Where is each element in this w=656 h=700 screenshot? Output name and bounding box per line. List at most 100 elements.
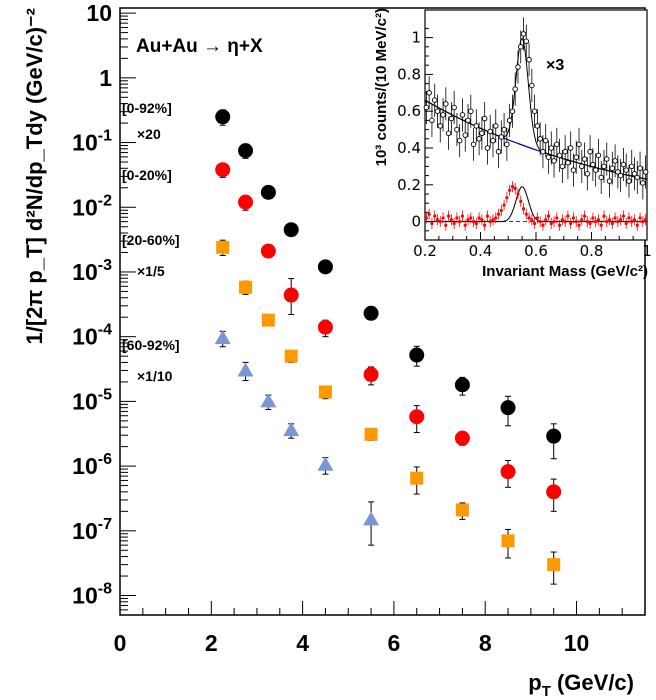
inset-point <box>524 212 528 216</box>
y-tick-label: 10-8 <box>72 581 112 609</box>
y-tick-label: 10-3 <box>72 257 112 285</box>
inset-point <box>598 174 604 181</box>
inset-point <box>449 218 453 222</box>
inset-point <box>599 223 603 227</box>
inset-y-tick-label: 0.6 <box>397 102 421 120</box>
data-point <box>283 422 300 437</box>
x-tick-label: 2 <box>205 630 218 656</box>
data-point <box>260 184 276 200</box>
inset-point <box>606 178 613 184</box>
inset-point <box>619 218 623 222</box>
inset-y-axis-title: 10³ counts/(10 MeV/c²) <box>373 8 390 166</box>
inset-point <box>585 220 589 224</box>
data-point <box>283 222 299 238</box>
inset-point <box>594 220 598 224</box>
data-point <box>500 400 516 416</box>
inset-point <box>487 128 493 135</box>
data-point <box>409 347 425 363</box>
inset-x-tick-label: 1 <box>642 242 652 260</box>
series-label: ×20 <box>137 126 161 142</box>
inset-point <box>477 216 481 220</box>
inset-point <box>488 220 492 224</box>
inset-point <box>471 220 476 224</box>
inset-point <box>552 220 556 224</box>
inset-point <box>533 221 537 226</box>
inset-point <box>452 221 456 226</box>
inset-point <box>517 44 524 50</box>
inset-point <box>496 212 501 216</box>
data-point <box>546 428 562 444</box>
inset-point <box>570 167 577 173</box>
data-point <box>546 484 562 500</box>
x-tick-label: 4 <box>296 630 309 656</box>
inset-point <box>540 148 546 155</box>
inset-point <box>628 163 635 170</box>
inset-point <box>612 158 618 164</box>
inset-point <box>504 141 510 148</box>
inset-point <box>590 161 596 168</box>
inset-scale-annotation: ×3 <box>546 57 564 74</box>
inset-point <box>601 163 607 170</box>
data-point <box>318 385 332 399</box>
inset-point <box>451 104 457 111</box>
inset-x-tick-label: 0.4 <box>469 242 493 260</box>
inset-point <box>546 214 551 218</box>
inset-point <box>638 216 642 220</box>
inset-point <box>641 220 645 224</box>
inset-point <box>440 112 446 118</box>
inset-point <box>529 82 535 89</box>
inset-point <box>624 221 628 226</box>
data-point <box>260 393 277 408</box>
inset-point <box>576 141 582 148</box>
inset-data-marks <box>423 17 649 231</box>
inset-point <box>519 199 523 203</box>
inset-point <box>623 167 629 173</box>
inset-point <box>610 221 614 226</box>
inset-point <box>581 156 588 162</box>
inset-point <box>557 223 562 227</box>
data-point <box>214 330 231 345</box>
inset-point <box>462 132 468 138</box>
inset-point <box>527 216 531 220</box>
data-point <box>260 243 276 259</box>
inset-point <box>541 223 545 227</box>
inset-point <box>530 218 534 222</box>
data-point <box>410 471 424 485</box>
inset-point <box>607 218 612 222</box>
inset-point <box>434 108 441 114</box>
inset-point <box>531 108 538 114</box>
inset-point <box>580 218 584 222</box>
inset-point <box>466 218 470 222</box>
inset-point <box>634 174 641 181</box>
inset-point <box>424 216 428 220</box>
inset-point <box>571 216 576 220</box>
inset-point <box>516 192 520 196</box>
inset-point <box>438 220 442 224</box>
x-tick-label: 6 <box>388 630 401 656</box>
series-label: ×1/10 <box>137 368 173 384</box>
inset-point <box>587 148 593 155</box>
y-tick-label: 10 <box>86 0 112 26</box>
data-point <box>215 162 231 178</box>
y-tick-label: 10-1 <box>72 128 112 156</box>
y-tick-label: 10-7 <box>72 516 112 544</box>
data-point <box>409 409 425 425</box>
main-plot-frame <box>119 7 646 616</box>
inset-point <box>573 154 579 160</box>
inset-point <box>574 220 578 224</box>
inset-point <box>535 216 539 220</box>
inset-point <box>556 152 563 159</box>
data-point <box>364 427 378 441</box>
inset-point <box>444 223 448 227</box>
inset-point <box>554 141 560 148</box>
inset-point <box>505 196 509 200</box>
data-point <box>547 558 561 572</box>
data-point <box>283 287 299 303</box>
inset-point <box>454 126 460 133</box>
inset-point <box>484 145 491 151</box>
inset-point <box>459 112 466 118</box>
inset-y-tick-label: 0.8 <box>397 65 421 83</box>
data-point <box>363 367 379 383</box>
series-label: [20-60%] <box>122 232 180 248</box>
inset-point <box>602 214 606 218</box>
